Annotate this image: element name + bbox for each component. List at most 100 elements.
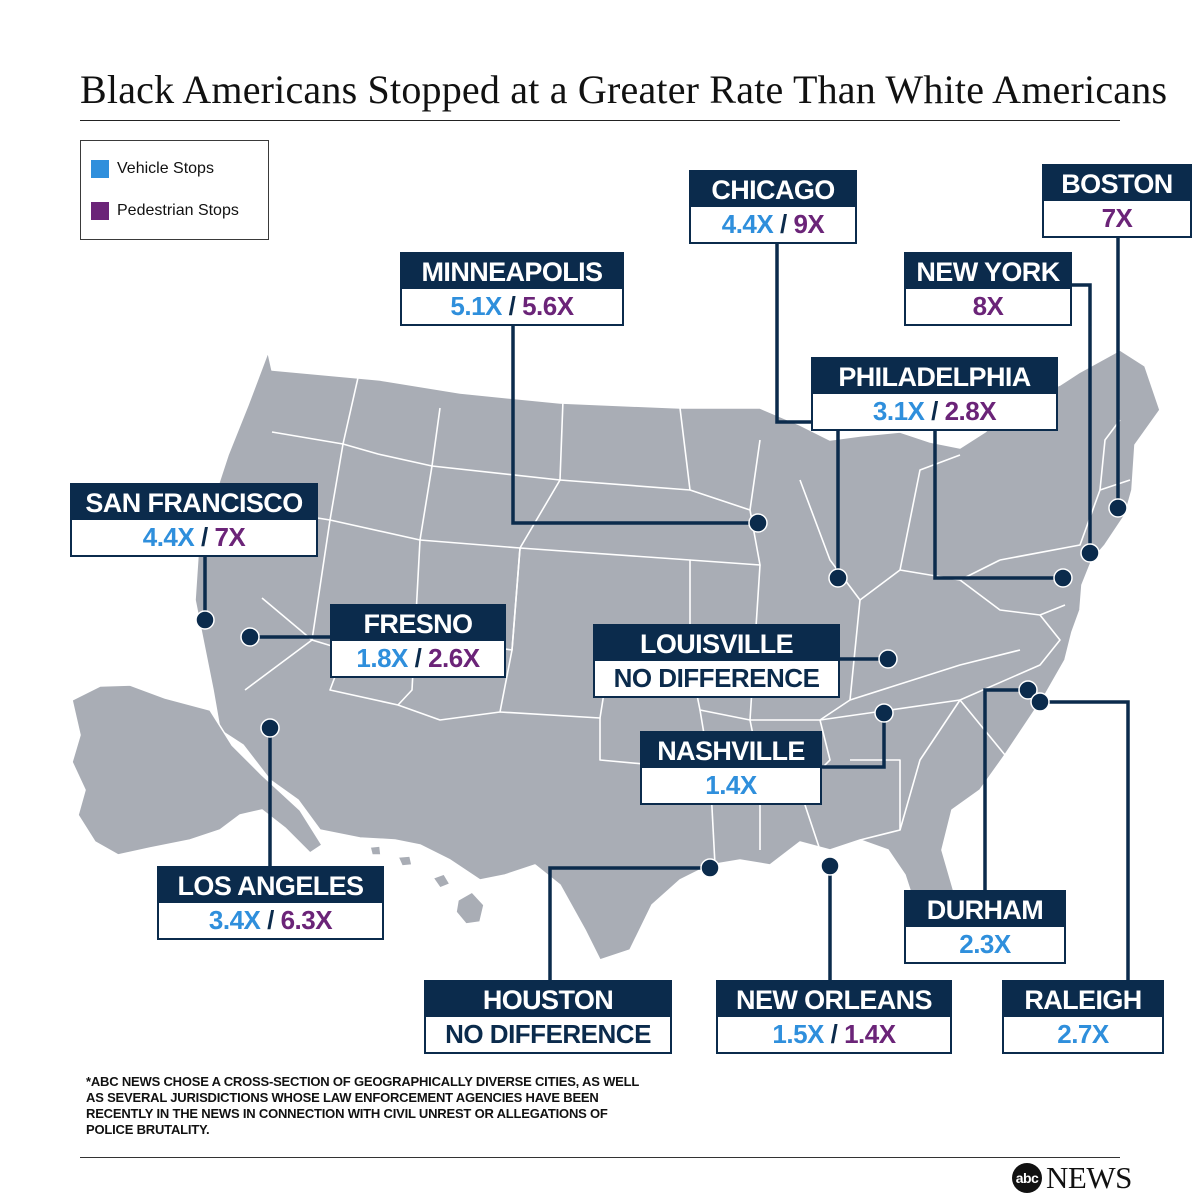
dot-new-orleans: [820, 856, 840, 876]
rate-separator: /: [779, 209, 787, 239]
leader-houston: [548, 866, 710, 984]
city-stats: 2.3X: [906, 927, 1064, 962]
callout-new-orleans: NEW ORLEANS 1.5X / 1.4X: [716, 980, 952, 1054]
vehicle-rate: 1.4X: [705, 770, 757, 800]
hawaii-island-oahu: [397, 855, 413, 867]
legend-label-pedestrian: Pedestrian Stops: [117, 202, 239, 219]
hawaii-island-big: [455, 891, 485, 925]
pedestrian-rate: 9X: [793, 209, 825, 239]
vehicle-rate: 4.4X: [721, 209, 774, 239]
city-name: DURHAM: [906, 892, 1064, 927]
dot-louisville: [878, 649, 898, 669]
dot-los-angeles: [260, 718, 280, 738]
callout-louisville: LOUISVILLE NO DIFFERENCE: [593, 624, 840, 698]
city-stats: 2.7X: [1004, 1017, 1162, 1052]
city-name: PHILADELPHIA: [813, 359, 1056, 394]
city-note: NO DIFFERENCE: [613, 663, 820, 693]
city-dots: [195, 498, 1128, 878]
city-stats: 1.8X / 2.6X: [332, 641, 504, 676]
city-note: NO DIFFERENCE: [445, 1019, 651, 1049]
pedestrian-rate: 2.8X: [944, 396, 997, 426]
city-name: LOS ANGELES: [159, 868, 382, 903]
rate-separator: /: [267, 905, 274, 935]
leader-nashville: [822, 713, 886, 769]
pedestrian-rate: 7X: [1101, 203, 1133, 233]
vehicle-rate: 2.7X: [1057, 1019, 1109, 1049]
callout-boston: BOSTON 7X: [1042, 164, 1192, 238]
hawaii-island-maui: [432, 873, 451, 889]
city-name: NEW ORLEANS: [718, 982, 950, 1017]
vehicle-rate: 4.4X: [142, 522, 195, 552]
dot-philadelphia: [1053, 568, 1073, 588]
city-name: MINNEAPOLIS: [402, 254, 622, 289]
pedestrian-rate: 2.6X: [428, 643, 480, 673]
callout-san-francisco: SAN FRANCISCO 4.4X / 7X: [70, 483, 318, 557]
vehicle-rate: 1.8X: [356, 643, 408, 673]
callout-philadelphia: PHILADELPHIA 3.1X / 2.8X: [811, 357, 1058, 431]
pedestrian-rate: 7X: [214, 522, 246, 552]
footer-rule: [80, 1157, 1120, 1158]
city-name: NEW YORK: [906, 254, 1070, 289]
city-stats: 1.4X: [642, 768, 820, 803]
city-name: SAN FRANCISCO: [72, 485, 316, 520]
leader-philadelphia: [933, 425, 1063, 580]
callout-los-angeles: LOS ANGELES 3.4X / 6.3X: [157, 866, 384, 940]
city-stats: 4.4X / 9X: [691, 207, 855, 242]
dot-raleigh: [1030, 692, 1050, 712]
footnote: *ABC NEWS CHOSE A CROSS-SECTION OF GEOGR…: [86, 1074, 639, 1137]
callout-nashville: NASHVILLE 1.4X: [640, 731, 822, 805]
city-name: NASHVILLE: [642, 733, 820, 768]
callout-houston: HOUSTON NO DIFFERENCE: [424, 980, 672, 1054]
vehicle-rate: 1.5X: [772, 1019, 824, 1049]
legend-swatch-vehicle: [91, 160, 109, 178]
pedestrian-rate: 8X: [972, 291, 1004, 321]
dot-new-york: [1080, 543, 1100, 563]
callout-minneapolis: MINNEAPOLIS 5.1X / 5.6X: [400, 252, 624, 326]
dot-houston: [700, 858, 720, 878]
dot-fresno: [240, 627, 260, 647]
leader-new-york: [1072, 283, 1092, 553]
leader-minneapolis: [511, 320, 758, 525]
rate-separator: /: [414, 643, 422, 673]
city-stats: 4.4X / 7X: [72, 520, 316, 555]
vehicle-rate: 5.1X: [450, 291, 502, 321]
vehicle-rate: 3.1X: [872, 396, 925, 426]
city-stats: 3.1X / 2.8X: [813, 394, 1056, 429]
legend: Vehicle Stops Pedestrian Stops: [80, 140, 269, 240]
rate-separator: /: [830, 1019, 838, 1049]
rate-separator: /: [200, 522, 208, 552]
callout-chicago: CHICAGO 4.4X / 9X: [689, 170, 857, 244]
city-name: CHICAGO: [691, 172, 855, 207]
rate-separator: /: [508, 291, 516, 321]
abc-news-logo: abc NEWS: [1012, 1160, 1132, 1196]
legend-swatch-pedestrian: [91, 202, 109, 220]
city-name: HOUSTON: [426, 982, 670, 1017]
dot-minneapolis: [748, 513, 768, 533]
dot-nashville: [874, 703, 894, 723]
city-stats: 3.4X / 6.3X: [159, 903, 382, 938]
vehicle-rate: 3.4X: [208, 905, 261, 935]
leader-durham: [983, 688, 1028, 895]
dot-chicago: [828, 568, 848, 588]
callout-raleigh: RALEIGH 2.7X: [1002, 980, 1164, 1054]
news-wordmark: NEWS: [1046, 1160, 1132, 1195]
city-stats: 7X: [1044, 201, 1190, 236]
leader-raleigh: [1040, 700, 1130, 984]
leader-chicago: [775, 240, 840, 578]
title-rule: [80, 120, 1120, 121]
rate-separator: /: [931, 396, 938, 426]
pedestrian-rate: 1.4X: [844, 1019, 896, 1049]
city-name: BOSTON: [1044, 166, 1190, 201]
vehicle-rate: 2.3X: [959, 929, 1011, 959]
alaska-land: [71, 684, 323, 856]
dot-durham: [1018, 680, 1038, 700]
dot-san-francisco: [195, 610, 215, 630]
city-stats: 8X: [906, 289, 1070, 324]
city-name: FRESNO: [332, 606, 504, 641]
city-name: LOUISVILLE: [595, 626, 838, 661]
chart-title: Black Americans Stopped at a Greater Rat…: [80, 67, 1168, 112]
pedestrian-rate: 6.3X: [280, 905, 333, 935]
callout-new-york: NEW YORK 8X: [904, 252, 1072, 326]
callout-durham: DURHAM 2.3X: [904, 890, 1066, 964]
city-stats: 5.1X / 5.6X: [402, 289, 622, 324]
